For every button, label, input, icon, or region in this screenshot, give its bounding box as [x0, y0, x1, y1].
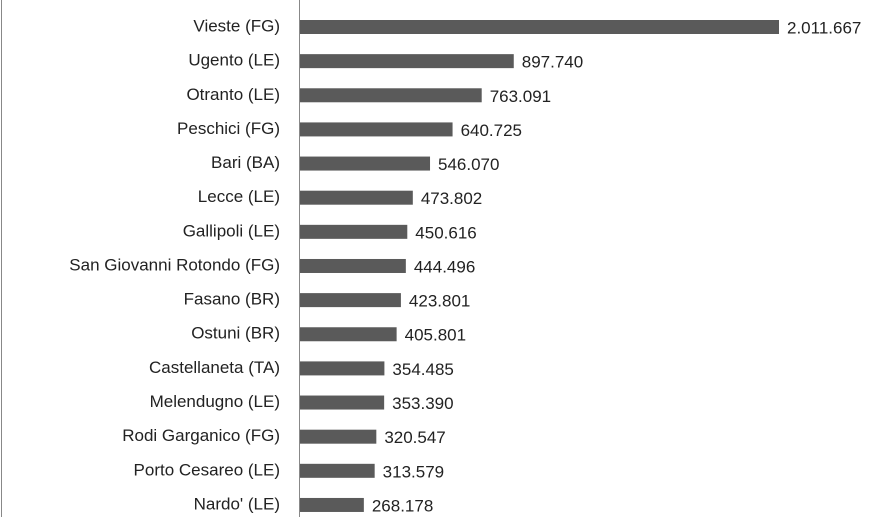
- bar: [300, 88, 482, 103]
- category-label: Peschici (FG): [177, 119, 280, 138]
- bar: [300, 395, 385, 410]
- value-label: 763.091: [490, 87, 551, 106]
- value-label: 313.579: [383, 462, 444, 481]
- value-label: 546.070: [438, 155, 499, 174]
- bar: [300, 20, 779, 34]
- category-label: Rodi Garganico (FG): [122, 426, 280, 445]
- value-label: 640.725: [461, 121, 522, 140]
- value-label: 450.616: [415, 223, 476, 242]
- category-label: Lecce (LE): [198, 187, 280, 206]
- category-label: Fasano (BR): [184, 290, 280, 309]
- category-label: Otranto (LE): [186, 85, 280, 104]
- category-label: Nardo' (LE): [194, 494, 280, 513]
- bar: [300, 54, 514, 69]
- bar: [300, 258, 406, 273]
- bar: [300, 224, 408, 239]
- value-label: 473.802: [421, 189, 482, 208]
- value-label: 268.178: [372, 496, 433, 515]
- value-label: 423.801: [409, 292, 470, 311]
- category-label: Gallipoli (LE): [183, 221, 280, 240]
- category-label: Ostuni (BR): [191, 324, 280, 343]
- value-label: 897.740: [522, 53, 583, 72]
- bar: [300, 190, 413, 205]
- category-label: Vieste (FG): [193, 16, 280, 35]
- value-label: 405.801: [405, 326, 466, 345]
- category-label: Porto Cesareo (LE): [134, 460, 280, 479]
- bar: [300, 497, 364, 512]
- category-label: Bari (BA): [211, 153, 280, 172]
- bar: [300, 156, 431, 171]
- category-label: Melendugno (LE): [150, 392, 280, 411]
- value-label: 353.390: [392, 394, 453, 413]
- bar: [300, 327, 397, 342]
- bar: [300, 122, 453, 137]
- category-label: Castellaneta (TA): [149, 358, 280, 377]
- category-label: San Giovanni Rotondo (FG): [69, 255, 280, 274]
- bar: [300, 361, 385, 376]
- value-label: 2.011.667: [787, 18, 861, 37]
- bar: [300, 463, 375, 478]
- category-label: Ugento (LE): [188, 51, 280, 70]
- value-label: 444.496: [414, 257, 475, 276]
- value-label: 320.547: [384, 428, 445, 447]
- bar: [300, 293, 401, 308]
- bar: [300, 429, 377, 444]
- value-label: 354.485: [392, 360, 453, 379]
